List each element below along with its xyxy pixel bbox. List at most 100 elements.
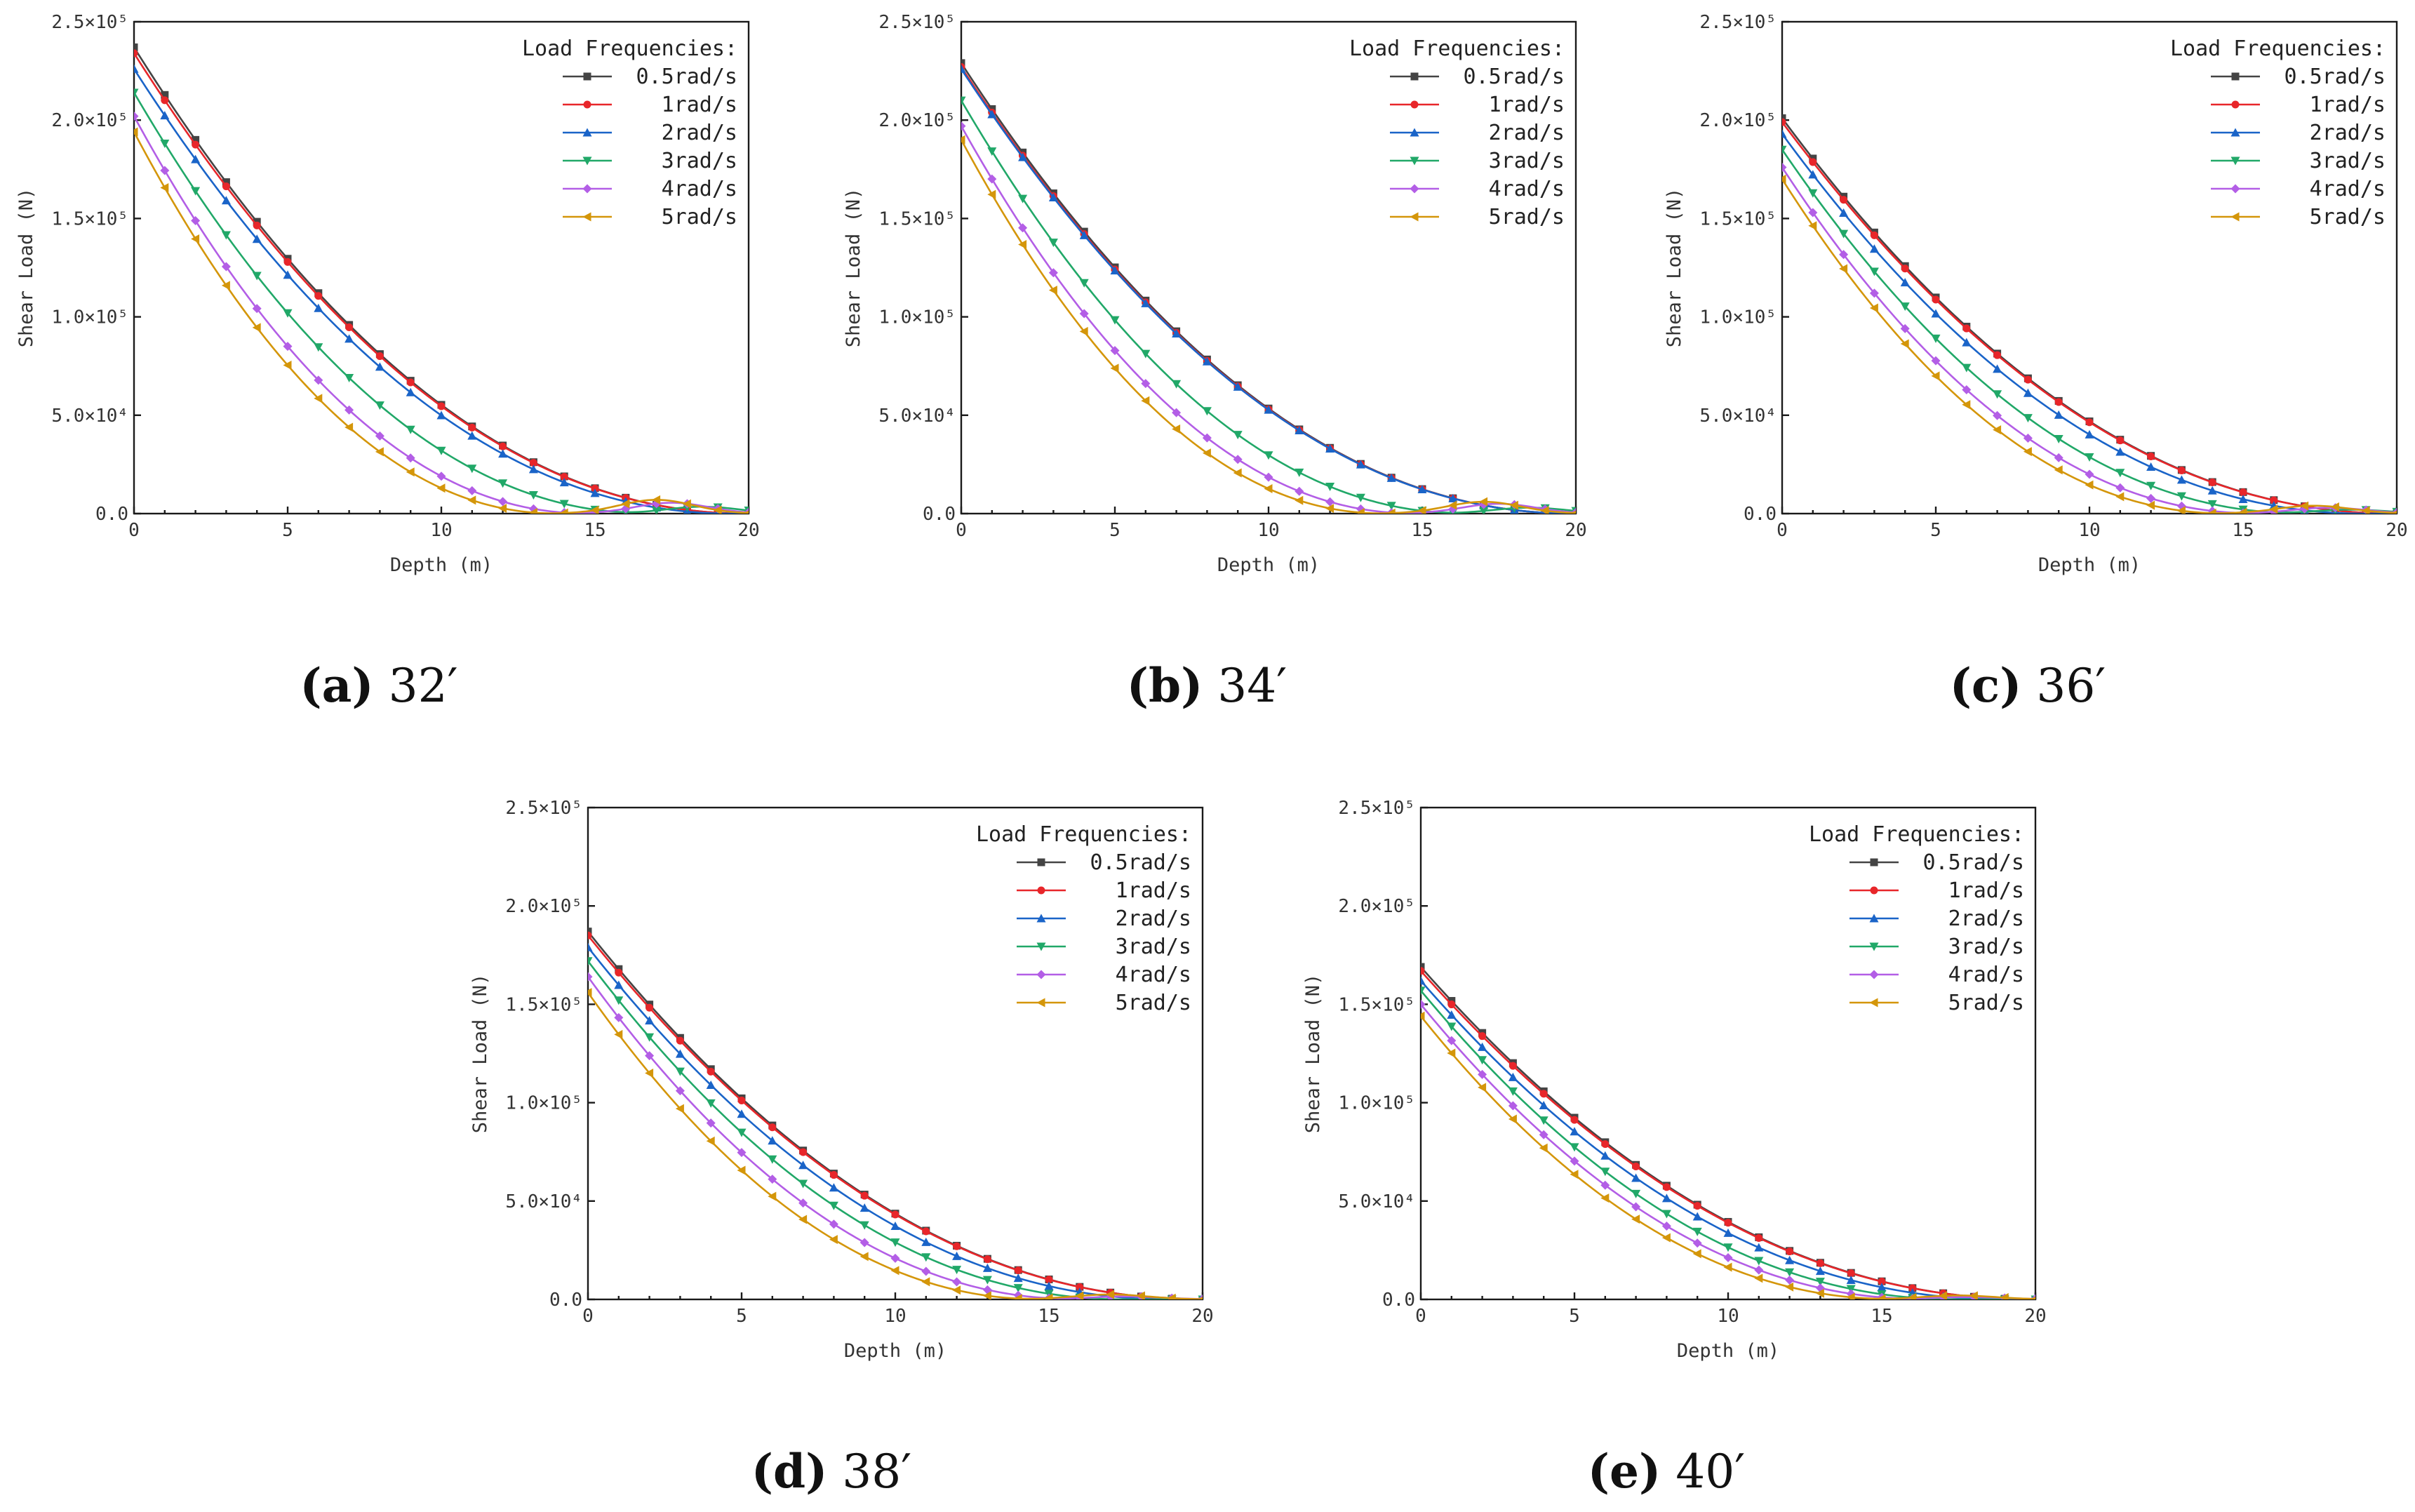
data-point [160,140,170,149]
data-point [406,378,415,387]
data-point [2207,486,2217,495]
data-point [1808,208,1818,218]
legend-marker [583,100,591,109]
caption-letter: (d) [751,1444,828,1499]
data-point [1075,1291,1084,1299]
data-point [1048,239,1058,248]
legend-label: 4rad/s [2310,177,2386,201]
data-point [768,1123,777,1132]
series-line [1421,989,2035,1299]
data-point [222,182,230,191]
data-point [1839,229,1849,239]
data-point [1356,460,1365,469]
data-point [1846,1275,1856,1284]
data-point [1172,380,1182,389]
series-1rad-s [588,931,1203,1299]
legend-label: 0.5rad/s [1090,850,1192,875]
data-point [922,1227,930,1236]
data-point [314,343,323,352]
series-line [588,960,1203,1299]
y-tick-label: 1.5×10⁵ [51,208,128,229]
data-point [2116,436,2125,445]
legend: Load Frequencies: 0.5rad/s 1rad/s 2rad/s 3ra… [2170,36,2386,229]
data-point [952,1285,961,1295]
data-point [1198,1297,1203,1299]
legend-marker [1410,100,1419,109]
x-tick-label: 20 [2386,520,2407,541]
legend-marker [582,156,592,166]
data-point [344,405,354,415]
data-point [1448,500,1457,510]
data-point [2115,469,2125,478]
data-point [1264,472,1273,482]
data-point [1044,1281,1054,1290]
y-tick-label: 2.0×10⁵ [505,896,582,917]
legend-marker [1410,128,1419,137]
data-point [467,495,476,505]
data-point [1969,1291,1978,1299]
data-point [1839,264,1848,274]
legend-title: Load Frequencies: [976,822,1191,847]
caption-letter: (a) [300,658,373,713]
legend-label: 4rad/s [1116,963,1191,987]
data-point [1478,1083,1487,1092]
data-point [768,1191,777,1201]
data-point [614,1029,623,1039]
data-point [859,1252,869,1262]
data-point [2392,510,2397,514]
data-point [283,361,292,370]
series-4rad-s [1421,999,2035,1299]
x-tick-label: 15 [1038,1306,1059,1327]
y-tick-label: 1.0×10⁵ [51,307,128,328]
data-point [2085,480,2094,490]
y-tick-label: 1.0×10⁵ [878,307,956,328]
x-tick-label: 20 [2024,1306,2046,1327]
legend-marker [1410,156,1419,166]
data-point [2054,434,2063,443]
series-3rad-s [961,96,1576,514]
series-group [1421,963,2035,1299]
data-point [675,1086,685,1096]
data-point [221,196,231,205]
legend-marker [1870,858,1878,867]
data-point [499,442,507,450]
data-point [890,1266,899,1276]
data-point [961,59,965,67]
legend-marker [1410,72,1419,81]
data-point [1421,976,1426,985]
data-point [406,425,415,434]
data-point [2146,493,2156,503]
data-point [768,1136,777,1145]
legend-marker [1410,184,1419,194]
series-0-5rad-s [1421,963,2035,1299]
data-point [1295,495,1304,505]
data-point [2023,375,2032,384]
data-point [134,64,139,73]
data-point [961,121,966,131]
data-point [2054,453,2063,462]
series-3rad-s [588,957,1203,1299]
y-axis-title: Shear Load (N) [843,188,864,348]
data-point [768,1155,777,1164]
legend-label: 5rad/s [1116,991,1191,1015]
data-point [436,410,446,420]
data-point [1447,1048,1456,1058]
data-point [1386,508,1396,514]
caption-letter: (b) [1127,658,1203,713]
y-tick-label: 0.0 [549,1290,582,1311]
data-point [1539,1143,1548,1153]
x-axis-title: Depth (m) [390,554,493,576]
data-point [2207,508,2216,514]
legend-marker [1036,914,1046,923]
legend-label: 2rad/s [662,121,737,145]
data-point [1900,302,1910,312]
data-point [1662,1183,1671,1191]
data-point [1962,337,1972,347]
legend-label: 5rad/s [662,205,737,229]
data-point [1723,1262,1732,1272]
data-point [134,49,138,58]
data-point [1754,1273,1763,1283]
data-point [1931,356,1941,366]
data-point [1931,371,1940,381]
data-point [529,459,537,467]
